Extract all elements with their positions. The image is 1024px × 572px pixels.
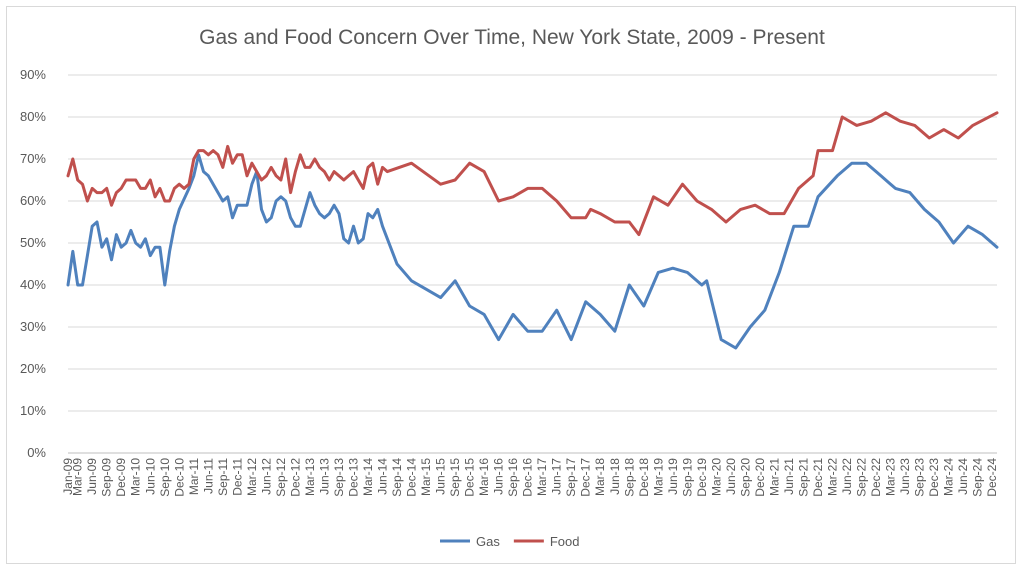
x-tick-label: Sep-11	[216, 458, 230, 496]
x-tick-label: Jun-23	[898, 458, 912, 495]
x-tick-label: Mar-18	[593, 458, 607, 496]
x-tick-label: Mar-13	[303, 458, 317, 496]
y-tick-label: 50%	[20, 235, 46, 250]
x-tick-label: Mar-20	[709, 458, 723, 496]
x-tick-label: Sep-18	[622, 458, 636, 497]
x-tick-label: Jun-16	[492, 458, 506, 495]
x-tick-label: Dec-18	[637, 458, 651, 497]
x-tick-label: Sep-19	[680, 458, 694, 497]
y-tick-label: 0%	[27, 445, 46, 460]
x-tick-label: Jan-09	[61, 458, 75, 495]
x-tick-label: Jun-13	[317, 458, 331, 495]
x-tick-label: Dec-17	[579, 458, 593, 497]
x-tick-label: Jun-18	[608, 458, 622, 495]
x-tick-label: Sep-24	[971, 458, 985, 497]
x-tick-label: Sep-09	[100, 458, 114, 497]
x-tick-label: Jun-09	[85, 458, 99, 495]
x-tick-label: Jun-12	[259, 458, 273, 495]
x-tick-label: Dec-20	[753, 458, 767, 497]
y-tick-label: 60%	[20, 193, 46, 208]
gridlines	[68, 74, 997, 454]
x-tick-label: Mar-14	[361, 458, 375, 496]
x-tick-label: Jun-10	[143, 458, 157, 495]
legend: Gas Food	[440, 534, 579, 549]
y-tick-label: 30%	[20, 319, 46, 334]
x-tick-label: Sep-23	[913, 458, 927, 497]
x-tick-label: Mar-10	[129, 458, 143, 496]
x-tick-label: Jun-22	[840, 458, 854, 495]
x-tick-label: Dec-15	[463, 458, 477, 497]
x-tick-label: Dec-16	[521, 458, 535, 497]
x-tick-label: Jun-24	[956, 458, 970, 495]
series-line-gas	[66, 153, 999, 350]
legend-label-food: Food	[550, 534, 580, 549]
x-tick-label: Dec-10	[172, 458, 186, 497]
x-tick-label: Dec-14	[405, 458, 419, 497]
x-tick-label: Dec-12	[288, 458, 302, 497]
x-tick-label: Dec-19	[695, 458, 709, 497]
x-tick-label: Jun-17	[550, 458, 564, 495]
x-tick-label: Mar-09	[71, 458, 85, 496]
x-tick-label: Sep-15	[448, 458, 462, 497]
x-tick-label: Sep-10	[158, 458, 172, 497]
x-tick-label: Dec-11	[230, 458, 244, 496]
y-tick-label: 90%	[20, 67, 46, 82]
x-tick-label: Sep-13	[332, 458, 346, 497]
x-tick-label: Mar-19	[651, 458, 665, 496]
x-tick-label: Jun-14	[376, 458, 390, 495]
x-tick-label: Dec-23	[927, 458, 941, 497]
x-tick-label: Dec-09	[114, 458, 128, 497]
x-tick-label: Mar-11	[187, 458, 201, 495]
x-tick-label: Mar-12	[245, 458, 259, 496]
x-tick-label: Dec-13	[346, 458, 360, 497]
series-line-food	[66, 111, 999, 237]
y-tick-label: 40%	[20, 277, 46, 292]
y-tick-label: 80%	[20, 109, 46, 124]
x-tick-label: Sep-20	[738, 458, 752, 497]
y-axis-ticks: 0% 10% 20% 30% 40% 50% 60% 70% 80% 90%	[20, 67, 46, 460]
x-tick-label: Sep-16	[506, 458, 520, 497]
x-tick-label: Mar-17	[535, 458, 549, 496]
x-tick-label: Jun-19	[666, 458, 680, 495]
y-tick-label: 20%	[20, 361, 46, 376]
legend-label-gas: Gas	[476, 534, 500, 549]
x-tick-label: Jun-11	[201, 458, 215, 494]
x-tick-label: Sep-22	[855, 458, 869, 497]
x-tick-label: Sep-17	[564, 458, 578, 497]
x-tick-label: Dec-24	[985, 458, 999, 497]
y-tick-label: 10%	[20, 403, 46, 418]
x-tick-label: Mar-15	[419, 458, 433, 496]
x-tick-label: Dec-21	[811, 458, 825, 497]
x-tick-label: Mar-22	[825, 458, 839, 496]
x-tick-label: Mar-24	[942, 458, 956, 496]
x-tick-label: Sep-21	[796, 458, 810, 497]
chart-title: Gas and Food Concern Over Time, New York…	[199, 26, 825, 49]
x-tick-label: Mar-16	[477, 458, 491, 496]
x-tick-label: Jun-15	[434, 458, 448, 495]
x-tick-label: Dec-22	[869, 458, 883, 497]
series-lines	[66, 111, 999, 350]
x-tick-label: Mar-23	[884, 458, 898, 496]
x-tick-label: Mar-21	[767, 458, 781, 496]
x-tick-label: Sep-14	[390, 458, 404, 497]
x-tick-label: Sep-12	[274, 458, 288, 497]
x-tick-label: Jun-20	[724, 458, 738, 495]
y-tick-label: 70%	[20, 151, 46, 166]
x-tick-label: Jun-21	[782, 458, 796, 495]
